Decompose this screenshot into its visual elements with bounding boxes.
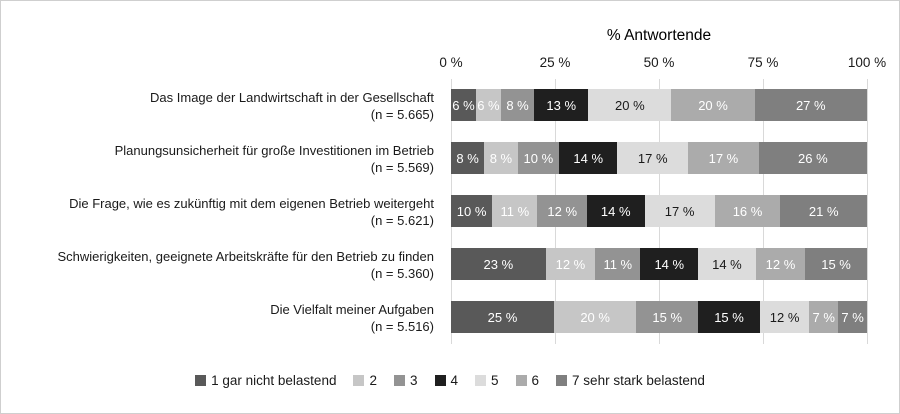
bar-segment: 25 % [451,301,554,333]
bar-segment: 17 % [688,142,759,174]
category-label: Das Image der Landwirtschaft in der Gese… [1,79,443,132]
category-title: Die Frage, wie es zukünftig mit dem eige… [69,195,434,211]
bar-segment: 12 % [759,301,810,333]
bar-segment: 17 % [617,142,689,174]
x-axis-tick-label: 25 % [539,55,571,70]
axis-title: % Antwortende [606,27,712,44]
bar-segment: 14 % [586,195,645,227]
legend-swatch-icon [515,375,527,386]
bar-segment: 6 % [475,89,501,121]
x-axis-tick-label: 50 % [643,55,675,70]
category-label: Schwierigkeiten, geeignete Arbeitskräfte… [1,238,443,291]
bar-segment: 27 % [754,89,867,121]
legend-swatch-icon [434,375,446,386]
bar-segment: 8 % [500,89,535,121]
category-labels: Das Image der Landwirtschaft in der Gese… [1,79,443,344]
legend-swatch-icon [556,375,568,386]
x-axis-tick-label: 0 % [439,55,463,70]
category-label: Planungsunsicherheit für große Investiti… [1,132,443,185]
bar-segment: 10 % [451,195,493,227]
x-axis-tick-label: 75 % [747,55,779,70]
bar-segment: 20 % [588,89,672,121]
bar-row: 10 % 11 % 12 % 14 % 17 % 16 % 21 % [451,185,867,238]
bar-segment: 7 % [809,301,839,333]
category-title: Die Vielfalt meiner Aufgaben [270,301,434,317]
bar-segment: 12 % [537,195,587,227]
legend-item: 7 sehr stark belastend [556,373,705,388]
legend-label: 3 [409,373,418,388]
category-title: Das Image der Landwirtschaft in der Gese… [150,89,434,105]
bar-segment: 14 % [640,248,699,280]
gridline [866,79,868,344]
bar-segment: 11 % [595,248,641,280]
bar-segment: 16 % [714,195,781,227]
legend-label: 7 sehr stark belastend [572,373,705,388]
legend-label: 5 [491,373,499,388]
legend: 1 gar nicht belastend 2 3 4 5 6 7 sehr stark b… [1,373,899,388]
x-axis-tick-label: 100 % [847,55,887,70]
legend-swatch-icon [353,375,365,386]
category-n-count: (n = 5.569) [370,159,434,175]
legend-item: 3 [393,373,418,388]
bar-segment: 21 % [780,195,867,227]
bar-row: 23 % 12 % 11 % 14 % 14 % 12 % 15 % [451,238,867,291]
category-n-count: (n = 5.621) [370,212,434,228]
category-title: Planungsunsicherheit für große Investiti… [114,142,434,158]
category-n-count: (n = 5.516) [370,318,434,334]
stacked-bar: 23 % 12 % 11 % 14 % 14 % 12 % 15 % [451,248,867,280]
category-label: Die Frage, wie es zukünftig mit dem eige… [1,185,443,238]
stacked-bar: 6 % 6 % 8 % 13 % 20 % 20 % 27 % [451,89,867,121]
bar-segment: 10 % [517,142,560,174]
bar-segment: 13 % [534,89,589,121]
bar-segment: 14 % [698,248,756,280]
legend-label: 2 [369,373,377,388]
legend-swatch-icon [393,375,405,386]
bar-row: 6 % 6 % 8 % 13 % 20 % 20 % 27 % [451,79,867,132]
bar-row: 8 % 8 % 10 % 14 % 17 % 17 % 26 % [451,132,867,185]
category-label: Die Vielfalt meiner Aufgaben (n = 5.516) [1,291,443,344]
legend-label: 4 [450,373,459,388]
bar-segment: 6 % [451,89,476,121]
bar-segment: 20 % [553,301,637,333]
bar-segment: 26 % [758,142,867,174]
legend-label: 6 [531,373,540,388]
bar-segment: 11 % [492,195,538,227]
category-n-count: (n = 5.360) [370,265,434,281]
legend-label: 1 gar nicht belastend [211,373,337,388]
legend-item: 2 [353,373,377,388]
bar-segment: 15 % [636,301,699,333]
bar-segment: 15 % [805,248,867,280]
bar-segment: 14 % [559,142,618,174]
bar-segment: 12 % [755,248,806,280]
bar-segment: 15 % [698,301,760,333]
bar-segment: 23 % [451,248,546,280]
category-n-count: (n = 5.665) [370,106,434,122]
legend-item: 1 gar nicht belastend [195,373,336,388]
legend-swatch-icon [195,375,207,386]
stacked-bar: 25 % 20 % 15 % 15 % 12 % 7 % 7 % [451,301,867,333]
bar-segment: 12 % [545,248,596,280]
legend-item: 5 [475,373,499,388]
category-title: Schwierigkeiten, geeignete Arbeitskräfte… [57,248,434,264]
legend-swatch-icon [475,375,487,386]
bar-segment: 8 % [451,142,485,174]
stacked-bar: 8 % 8 % 10 % 14 % 17 % 17 % 26 % [451,142,867,174]
bar-segment: 17 % [644,195,715,227]
plot-area: 6 % 6 % 8 % 13 % 20 % 20 % 27 % 8 % 8 % 10 % 14 % 1… [450,79,868,344]
bar-row: 25 % 20 % 15 % 15 % 12 % 7 % 7 % [451,291,867,344]
legend-item: 6 [515,373,540,388]
bar-segment: 7 % [838,301,867,333]
stacked-bar: 10 % 11 % 12 % 14 % 17 % 16 % 21 % [451,195,867,227]
bar-segment: 20 % [671,89,755,121]
legend-item: 4 [434,373,459,388]
bar-segment: 8 % [484,142,518,174]
